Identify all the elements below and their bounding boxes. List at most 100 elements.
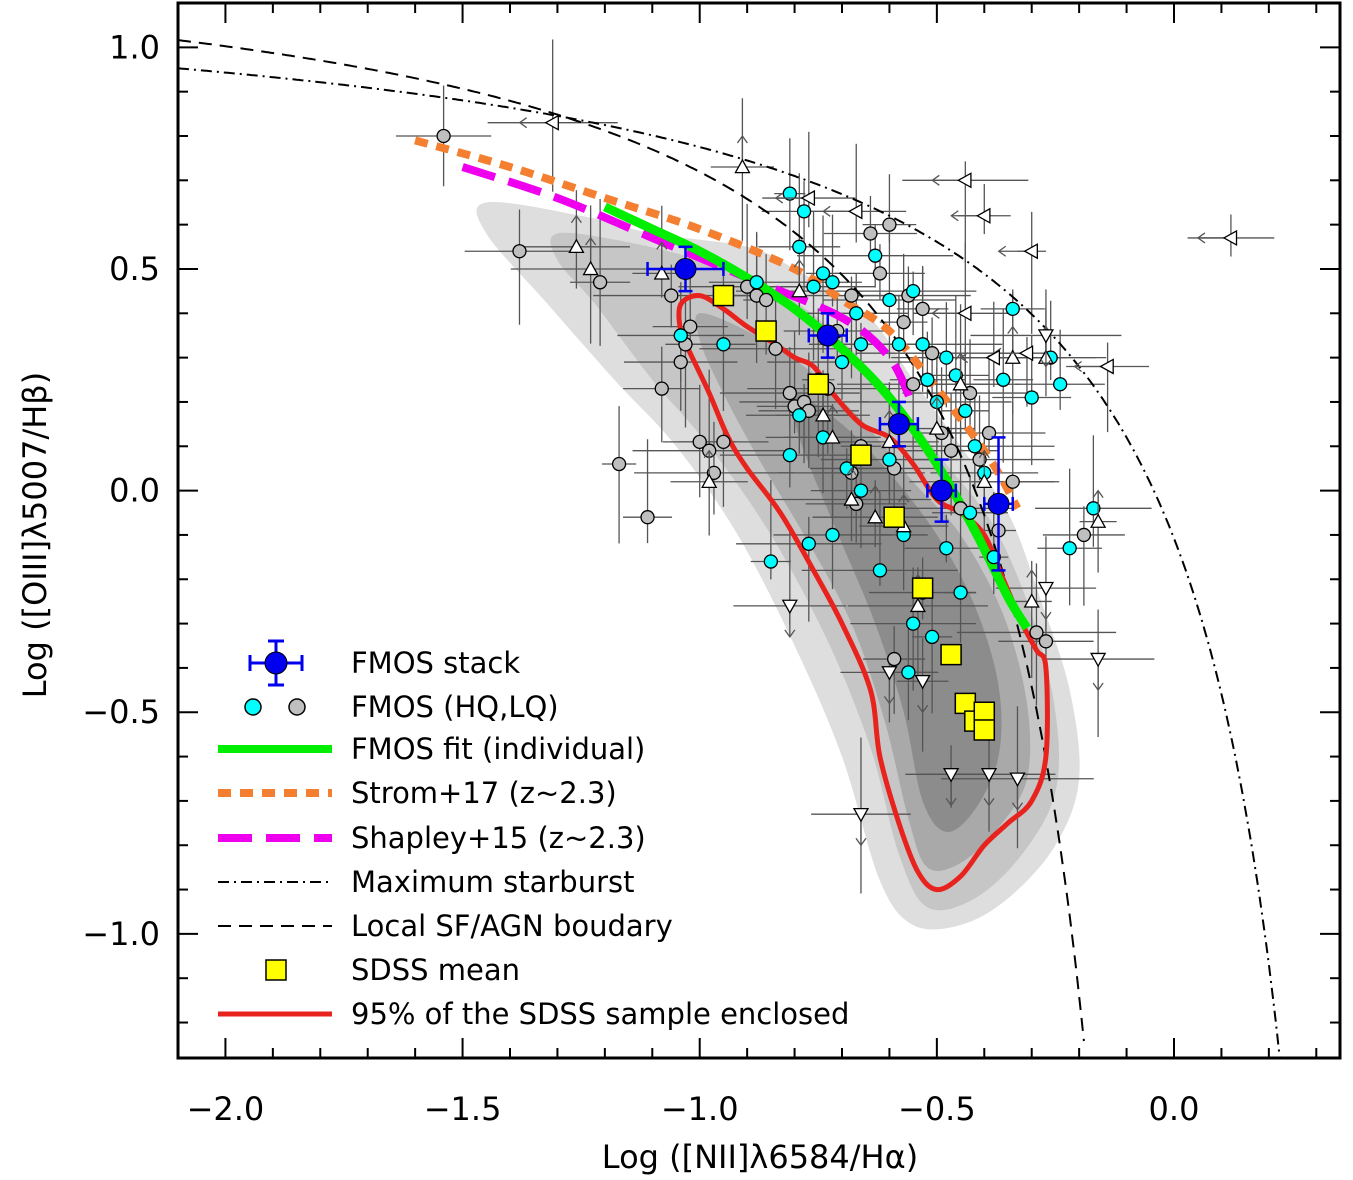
fmos-lq-point xyxy=(782,385,797,401)
fmos-hq-point xyxy=(924,629,940,645)
fmos-limit-point xyxy=(701,449,718,488)
y-tick-label: −1.0 xyxy=(82,915,160,953)
limit-triangle xyxy=(843,491,860,506)
limit-triangle xyxy=(956,172,972,189)
limit-arrowhead xyxy=(585,236,597,246)
y-tick-label: 0.5 xyxy=(109,250,160,288)
limit-triangle xyxy=(976,473,993,488)
fmos-hq-point xyxy=(749,275,764,290)
fmos-limit-point xyxy=(952,352,969,391)
legend-entry-hqlq: FMOS (HQ,LQ) xyxy=(244,690,559,724)
limit-arrowhead xyxy=(855,837,867,847)
limit-triangle xyxy=(544,114,559,131)
axes xyxy=(176,1,1342,1060)
limit-triangle xyxy=(781,599,798,615)
x-tick-label: 0.0 xyxy=(1149,1090,1200,1128)
legend: FMOS stack FMOS (HQ,LQ) FMOS fit (indivi… xyxy=(218,639,849,1031)
error-bar xyxy=(601,406,637,544)
limit-arrowhead xyxy=(959,352,969,364)
limit-arrowhead xyxy=(518,117,528,129)
fmos-lq-point xyxy=(943,443,959,458)
fmos-limit-point xyxy=(881,666,898,705)
fmos-hq-point xyxy=(996,372,1011,387)
limit-triangle xyxy=(1009,772,1026,788)
limit-triangle xyxy=(1023,593,1040,608)
legend-symbol-stack xyxy=(248,639,304,687)
fmos-limit-point xyxy=(1023,569,1040,608)
fmos-lq-point xyxy=(436,128,451,144)
fmos-lq-point xyxy=(905,377,921,392)
fmos-limit-point xyxy=(959,349,1001,366)
fmos-hq-point xyxy=(815,266,831,281)
limit-arrowhead xyxy=(883,695,895,705)
limit-triangle xyxy=(1090,652,1107,668)
legend-symbol-lq xyxy=(288,698,306,716)
fmos-limit-point xyxy=(852,807,870,847)
fmos-lq-point xyxy=(768,341,783,356)
fmos-lq-point xyxy=(1076,527,1092,543)
fmos-hq-point xyxy=(763,554,779,569)
fmos-lq-point xyxy=(844,288,859,303)
fmos-hq-point xyxy=(1024,390,1039,405)
legend-entry-stack: FMOS stack xyxy=(248,639,520,687)
fmos-markers xyxy=(436,114,1238,847)
x-tick-label: −2.0 xyxy=(187,1090,265,1128)
fmos-hq-point xyxy=(782,186,797,201)
error-bar xyxy=(1035,435,1152,547)
fmos-lq-point xyxy=(882,217,897,232)
limit-triangle xyxy=(791,282,808,298)
limit-arrowhead xyxy=(978,449,990,459)
limit-triangle xyxy=(582,260,599,276)
fmos-lq-point xyxy=(896,315,911,330)
limit-triangle xyxy=(975,207,991,224)
fmos-limit-point xyxy=(914,674,931,714)
fmos-hq-point xyxy=(915,337,930,352)
sdss-mean-point xyxy=(755,320,777,342)
fmos-lq-point xyxy=(872,266,888,281)
limit-triangle xyxy=(881,666,898,681)
fmos-hq-point xyxy=(796,204,812,219)
fmos-lq-point xyxy=(972,452,987,467)
limit-triangle xyxy=(1018,345,1034,362)
sdss-mean-point xyxy=(883,506,905,528)
fmos-hq-point xyxy=(1005,301,1020,317)
fmos-limit-point xyxy=(568,214,585,254)
fmos-hq-point xyxy=(806,279,821,294)
fmos-hq-point xyxy=(792,239,807,254)
limit-arrowhead xyxy=(917,704,929,714)
stack-marker xyxy=(987,492,1010,515)
fmos-limit-point xyxy=(734,134,751,174)
fmos-hq-point xyxy=(801,536,816,551)
fmos-hq-point xyxy=(1053,377,1068,392)
fmos-limit-point xyxy=(843,467,860,506)
legend-label-kauff: Local SF/AGN boudary xyxy=(351,909,673,943)
fmos-hq-point xyxy=(1062,541,1077,556)
stack-marker xyxy=(674,257,697,280)
fmos-hq-point xyxy=(792,408,807,423)
plot-area xyxy=(178,39,1281,1058)
fmos-stack-point xyxy=(983,436,1014,572)
fmos-limit-point xyxy=(980,768,998,807)
fmos-lq-point xyxy=(611,456,627,472)
limit-arrowhead xyxy=(869,485,881,494)
limit-arrowhead xyxy=(945,797,957,807)
limit-triangle xyxy=(701,473,718,488)
legend-entry-fit: FMOS fit (individual) xyxy=(218,732,645,766)
limit-arrowhead xyxy=(1196,232,1206,244)
fmos-hq-point xyxy=(920,372,935,387)
legend-entry-maxsb: Maximum starburst xyxy=(218,865,634,899)
sdss-density-contours xyxy=(476,201,1080,930)
fmos-lq-point xyxy=(924,346,940,361)
limit-arrowhead xyxy=(1007,325,1019,334)
limit-triangle xyxy=(1037,329,1055,344)
fmos-hq-point xyxy=(958,403,973,418)
fmos-lq-point xyxy=(1005,474,1020,489)
limit-triangle xyxy=(1222,229,1238,247)
limit-arrowhead xyxy=(793,259,805,268)
fmos-limit-point xyxy=(653,241,670,280)
limit-triangle xyxy=(1023,243,1038,260)
fmos-hq-point xyxy=(716,337,731,352)
sdss-mean-point xyxy=(712,284,735,307)
fmos-hq-point xyxy=(882,292,897,308)
